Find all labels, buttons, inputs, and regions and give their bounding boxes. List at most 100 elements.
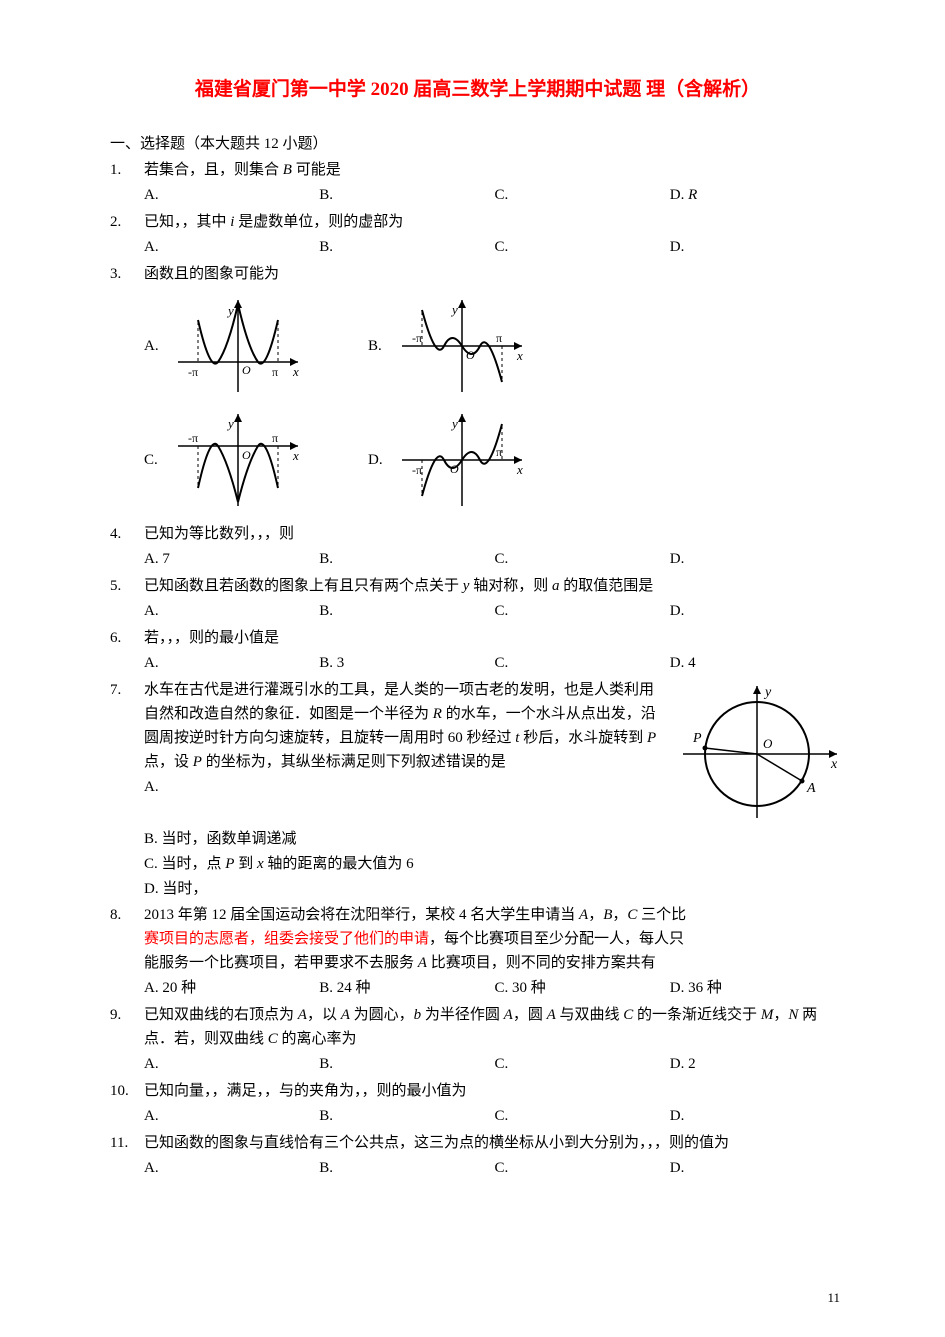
option-C: C. 30 种 — [495, 976, 670, 1000]
option-A: A. — [144, 1104, 319, 1128]
graph-row-2: C. y x O -π π — [144, 406, 845, 514]
svg-text:-π: -π — [188, 431, 198, 445]
question-number: 1. — [110, 158, 144, 208]
question-text: 已知双曲线的右顶点为 A，以 A 为圆心，b 为半径作圆 A，圆 A 与双曲线 … — [144, 1003, 845, 1051]
option-D: D. — [670, 235, 845, 259]
option-D: D. 4 — [670, 651, 845, 675]
option-A: A. — [144, 651, 319, 675]
question-number: 2. — [110, 210, 144, 260]
question-11: 11. 已知函数的图象与直线恰有三个公共点，这三为点的横坐标从小到大分别为，，，… — [110, 1131, 845, 1181]
question-text: 水车在古代是进行灌溉引水的工具，是人类的一项古老的发明，也是人类利用自然和改造自… — [144, 678, 659, 774]
svg-text:y: y — [450, 302, 458, 317]
option-D: D. 当时， — [144, 877, 845, 901]
svg-text:-π: -π — [412, 331, 422, 345]
option-D: D. — [670, 1104, 845, 1128]
svg-text:π: π — [496, 445, 502, 459]
question-7: 7. 水车在古代是进行灌溉引水的工具，是人类的一项古老的发明，也是人类利用自然和… — [110, 678, 845, 901]
option-C: C. — [495, 183, 670, 207]
option-D: D. — [670, 599, 845, 623]
question-10: 10. 已知向量，，满足，，与的夹角为，，则的最小值为 A. B. C. D. — [110, 1079, 845, 1129]
label-A: A — [806, 781, 816, 796]
question-text: 函数且的图象可能为 — [144, 262, 845, 286]
option-C: C. — [495, 1052, 670, 1076]
question-text: 已知为等比数列，，，则 — [144, 522, 845, 546]
question-9: 9. 已知双曲线的右顶点为 A，以 A 为圆心，b 为半径作圆 A，圆 A 与双… — [110, 1003, 845, 1077]
option-A: A. — [144, 235, 319, 259]
question-number: 9. — [110, 1003, 144, 1077]
option-C: C. — [495, 651, 670, 675]
label-O: O — [763, 736, 773, 751]
question-text: 已知向量，，满足，，与的夹角为，，则的最小值为 — [144, 1079, 845, 1103]
option-B: B. — [319, 1052, 494, 1076]
option-B: B. — [319, 235, 494, 259]
svg-text:x: x — [292, 448, 299, 463]
option-C: C. — [495, 599, 670, 623]
origin-label: O — [242, 363, 251, 377]
option-C: C. — [495, 235, 670, 259]
options-row: A. B. C. D. R — [144, 183, 845, 207]
question-6: 6. 若，，，则的最小值是 A. B. 3 C. D. 4 — [110, 626, 845, 676]
options-row: A. 20 种 B. 24 种 C. 30 种 D. 36 种 — [144, 976, 845, 1000]
question-3: 3. 函数且的图象可能为 A. y x O — [110, 262, 845, 520]
svg-text:π: π — [496, 331, 502, 345]
neg-pi-label: -π — [188, 365, 198, 379]
label-x: x — [830, 757, 838, 772]
option-A: A. — [144, 599, 319, 623]
option-B: B. 当时，函数单调递减 — [144, 827, 845, 851]
option-D: D. R — [670, 183, 845, 207]
question-number: 4. — [110, 522, 144, 572]
option-A: A. 7 — [144, 547, 319, 571]
graph-A: A. y x O -π π — [144, 292, 308, 400]
option-A: A. — [144, 1156, 319, 1180]
options-row: A. B. 3 C. D. 4 — [144, 651, 845, 675]
graph-A-svg: y x O -π π — [168, 292, 308, 400]
options-row: A. 7 B. C. D. — [144, 547, 845, 571]
x-axis-label: x — [292, 364, 299, 379]
question-text: 已知函数且若函数的图象上有且只有两个点关于 y 轴对称，则 a 的取值范围是 — [144, 574, 845, 598]
option-B: B. — [319, 1156, 494, 1180]
option-D: D. — [670, 547, 845, 571]
figure-circle: P A O x y — [675, 678, 845, 826]
graph-B: B. y x O -π π — [368, 292, 532, 400]
graph-D-svg: y x O -π π — [392, 406, 532, 514]
option-B: B. — [319, 183, 494, 207]
question-number: 6. — [110, 626, 144, 676]
option-C: C. 当时，点 P 到 x 轴的距离的最大值为 6 — [144, 852, 845, 876]
options-row: A. B. C. D. — [144, 1156, 845, 1180]
svg-text:O: O — [466, 348, 475, 362]
options-row: A. B. C. D. — [144, 1104, 845, 1128]
question-number: 11. — [110, 1131, 144, 1181]
svg-text:y: y — [450, 416, 458, 431]
page-title: 福建省厦门第一中学 2020 届高三数学上学期期中试题 理（含解析） — [110, 70, 845, 110]
label-P: P — [692, 731, 702, 746]
question-number: 8. — [110, 903, 144, 1001]
option-D: D. — [670, 1156, 845, 1180]
option-D: D. 2 — [670, 1052, 845, 1076]
option-B: B. 24 种 — [319, 976, 494, 1000]
svg-text:x: x — [516, 462, 523, 477]
graph-B-svg: y x O -π π — [392, 292, 532, 400]
option-A: A. — [144, 183, 319, 207]
question-number: 3. — [110, 262, 144, 520]
svg-text:π: π — [272, 431, 278, 445]
question-4: 4. 已知为等比数列，，，则 A. 7 B. C. D. — [110, 522, 845, 572]
question-number: 5. — [110, 574, 144, 624]
option-A: A. 20 种 — [144, 976, 319, 1000]
option-B: B. — [319, 547, 494, 571]
option-B: B. — [319, 1104, 494, 1128]
option-A: A. — [144, 1052, 319, 1076]
option-D: D. 36 种 — [670, 976, 845, 1000]
question-text: 若，，，则的最小值是 — [144, 626, 845, 650]
svg-text:O: O — [450, 462, 459, 476]
option-C: C. — [495, 1104, 670, 1128]
option-label-D: D. — [368, 448, 386, 472]
question-1: 1. 若集合，且，则集合 B 可能是 A. B. C. D. R — [110, 158, 845, 208]
svg-text:O: O — [242, 448, 251, 462]
option-A: A. — [144, 775, 659, 799]
y-axis-label: y — [226, 303, 234, 318]
graph-row-1: A. y x O -π π — [144, 292, 845, 400]
question-number: 10. — [110, 1079, 144, 1129]
option-B: B. 3 — [319, 651, 494, 675]
graph-C: C. y x O -π π — [144, 406, 308, 514]
option-label-C: C. — [144, 448, 162, 472]
